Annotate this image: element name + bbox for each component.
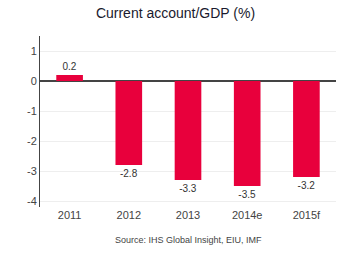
svg-text:0: 0 <box>31 75 37 87</box>
svg-text:-3: -3 <box>27 165 37 177</box>
svg-text:2014e: 2014e <box>232 209 263 221</box>
svg-text:0.2: 0.2 <box>62 61 76 72</box>
svg-text:2012: 2012 <box>117 209 141 221</box>
svg-text:-3.5: -3.5 <box>238 189 256 200</box>
svg-text:Source: IHS Global Insight, EI: Source: IHS Global Insight, EIU, IMF <box>115 235 262 245</box>
svg-text:-3.3: -3.3 <box>179 183 197 194</box>
svg-text:-2: -2 <box>27 135 37 147</box>
svg-text:2011: 2011 <box>58 209 82 221</box>
svg-text:1: 1 <box>31 45 37 57</box>
svg-text:-4: -4 <box>27 195 37 207</box>
svg-text:-3.2: -3.2 <box>298 180 316 191</box>
svg-text:2013: 2013 <box>176 209 200 221</box>
svg-text:Current account/GDP (%): Current account/GDP (%) <box>96 5 255 21</box>
svg-text:2015f: 2015f <box>293 209 321 221</box>
svg-text:-1: -1 <box>27 105 37 117</box>
svg-text:-2.8: -2.8 <box>120 168 138 179</box>
